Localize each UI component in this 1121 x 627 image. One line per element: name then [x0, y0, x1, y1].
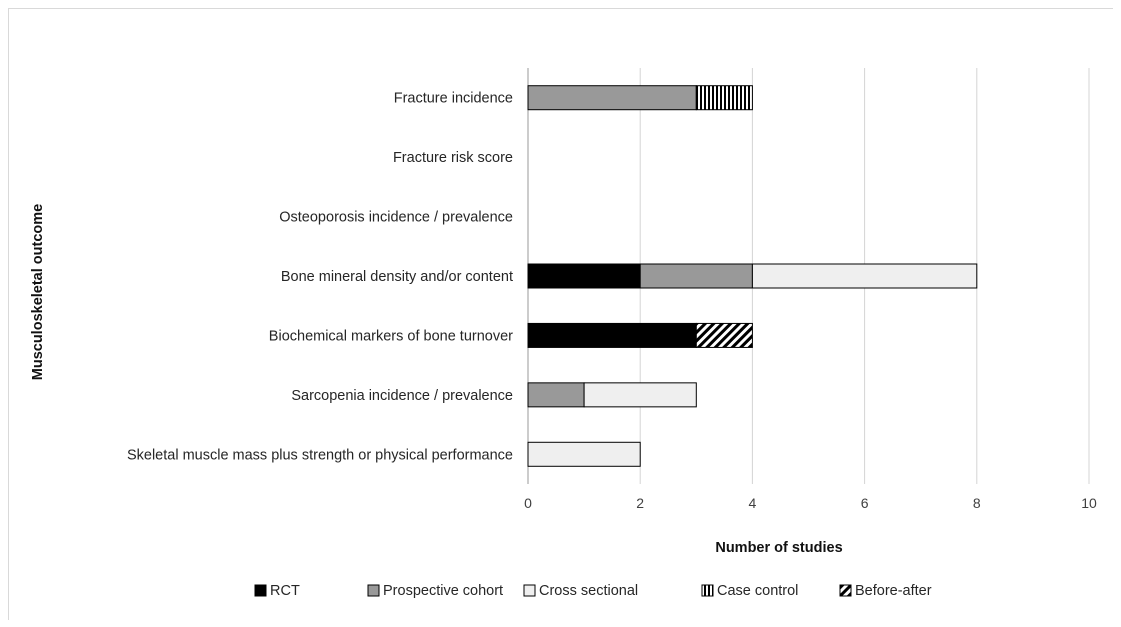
legend-label: Prospective cohort [383, 583, 503, 599]
category-label: Osteoporosis incidence / prevalence [279, 210, 513, 226]
category-label: Skeletal muscle mass plus strength or ph… [127, 447, 513, 463]
legend-swatch [523, 584, 536, 597]
legend-label: Case control [717, 583, 798, 599]
category-labels: Fracture incidence Fracture risk score Ost… [127, 91, 513, 464]
x-tick-label: 0 [524, 495, 532, 511]
legend-label: RCT [270, 583, 300, 599]
y-axis-title: Musculoskeletal outcome [30, 204, 46, 380]
category-label: Sarcopenia incidence / prevalence [291, 388, 513, 404]
x-tick-label: 6 [861, 495, 869, 511]
category-label: Fracture risk score [393, 150, 513, 166]
legend-item: Case control [701, 583, 798, 599]
bar-segment [527, 263, 641, 289]
x-tick-label: 4 [749, 495, 757, 511]
category-label: Bone mineral density and/or content [281, 269, 513, 285]
legend-swatch [367, 584, 380, 597]
legend: RCT Prospective cohort Cross sectional Case… [254, 583, 932, 599]
category-label: Fracture incidence [394, 91, 513, 107]
x-tick-labels: 0 2 4 6 8 10 [524, 495, 1097, 511]
bar-segment [695, 85, 753, 111]
x-tick-label: 10 [1081, 495, 1097, 511]
chart-frame [8, 8, 1113, 620]
bar-segment [527, 382, 585, 408]
legend-item: RCT [254, 583, 300, 599]
bar-segment [527, 85, 697, 111]
x-axis-title: Number of studies [715, 540, 842, 556]
bar-segment [751, 263, 978, 289]
legend-item: Prospective cohort [367, 583, 503, 599]
legend-label: Cross sectional [539, 583, 638, 599]
bar-segment [583, 382, 697, 408]
legend-swatch [254, 584, 267, 597]
category-label: Biochemical markers of bone turnover [269, 328, 513, 344]
bar-segment [527, 441, 641, 467]
legend-label: Before-after [855, 583, 932, 599]
legend-item: Before-after [839, 583, 932, 599]
bar-segment [527, 322, 697, 348]
bar-segment [695, 322, 753, 348]
bars [527, 85, 978, 467]
legend-item: Cross sectional [523, 583, 638, 599]
x-tick-label: 2 [636, 495, 644, 511]
legend-swatch [839, 584, 852, 597]
x-tick-label: 8 [973, 495, 981, 511]
legend-swatch [701, 584, 714, 597]
bar-segment [639, 263, 753, 289]
